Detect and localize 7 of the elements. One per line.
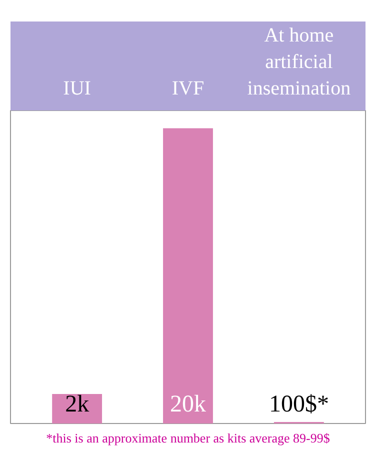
data-label: 20k [170,392,206,418]
data-label: 100$* [268,392,329,418]
text: *this is an approximate number as kits average 89-99$ [46,430,330,446]
x-tick-label: IUI [63,78,91,100]
data-label: 2k [65,392,90,418]
x-tick-label: At home artificial insemination [247,24,351,100]
x-tick-label: IVF [172,78,204,100]
